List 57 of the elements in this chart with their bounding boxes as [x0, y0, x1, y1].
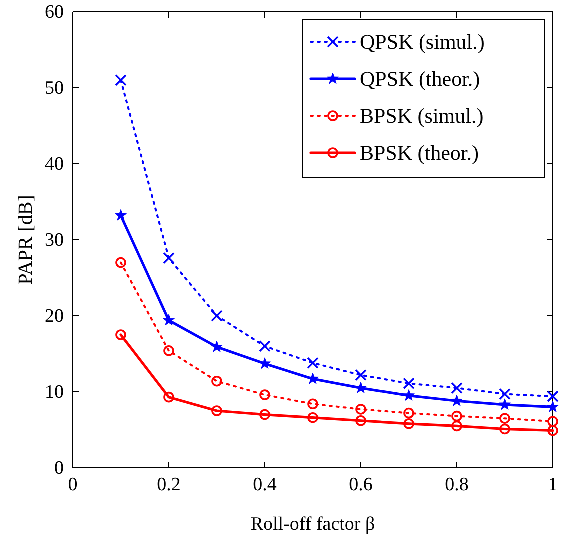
x-tick-label: 0.8 — [445, 474, 469, 496]
point — [355, 369, 367, 382]
point — [260, 409, 270, 420]
point — [499, 388, 511, 400]
legend-label: QPSK (theor.) — [360, 67, 480, 91]
point — [452, 420, 462, 432]
point — [115, 209, 127, 221]
point — [404, 408, 414, 419]
point — [451, 382, 463, 394]
point — [452, 410, 462, 422]
y-tick-label: 10 — [45, 382, 64, 404]
point — [163, 314, 175, 326]
x-tick-label: 0.4 — [253, 474, 278, 496]
point — [547, 390, 559, 402]
point — [355, 382, 367, 394]
x-axis-title: Roll-off factor β — [250, 514, 376, 535]
legend-label: BPSK (simul.) — [360, 104, 484, 128]
y-tick-label: 50 — [45, 78, 64, 100]
point — [451, 394, 463, 406]
point — [260, 390, 270, 400]
point — [403, 378, 415, 390]
point — [307, 357, 319, 370]
y-tick-label: 60 — [45, 2, 64, 24]
point — [356, 415, 366, 426]
y-tick-label: 20 — [45, 306, 64, 328]
point — [403, 390, 415, 401]
point — [547, 400, 559, 412]
point — [163, 252, 175, 264]
point — [212, 406, 222, 416]
point — [500, 413, 510, 424]
point — [259, 340, 271, 352]
point — [212, 376, 222, 387]
y-tick-label: 0 — [54, 458, 64, 480]
point — [211, 340, 223, 352]
point — [115, 74, 127, 86]
point — [548, 425, 558, 436]
point — [548, 416, 558, 428]
x-tick-label: 0 — [68, 474, 78, 496]
point — [404, 418, 414, 430]
point — [308, 412, 318, 424]
point — [499, 398, 511, 410]
legend-label: BPSK (theor.) — [360, 141, 480, 165]
x-tick-label: 1 — [548, 474, 558, 496]
legend-label: QPSK (simul.) — [360, 30, 485, 54]
x-tick-label: 0.2 — [157, 474, 181, 496]
point — [308, 398, 318, 410]
point — [164, 346, 174, 356]
point — [211, 310, 223, 322]
x-tick-label: 0.6 — [349, 474, 373, 496]
point — [116, 257, 126, 268]
y-tick-label: 40 — [45, 154, 64, 176]
point — [500, 424, 510, 435]
point — [164, 392, 174, 403]
point — [356, 404, 366, 415]
point — [116, 330, 126, 340]
y-axis-title: PAPR [dB] — [15, 195, 37, 285]
y-tick-label: 30 — [45, 230, 64, 252]
